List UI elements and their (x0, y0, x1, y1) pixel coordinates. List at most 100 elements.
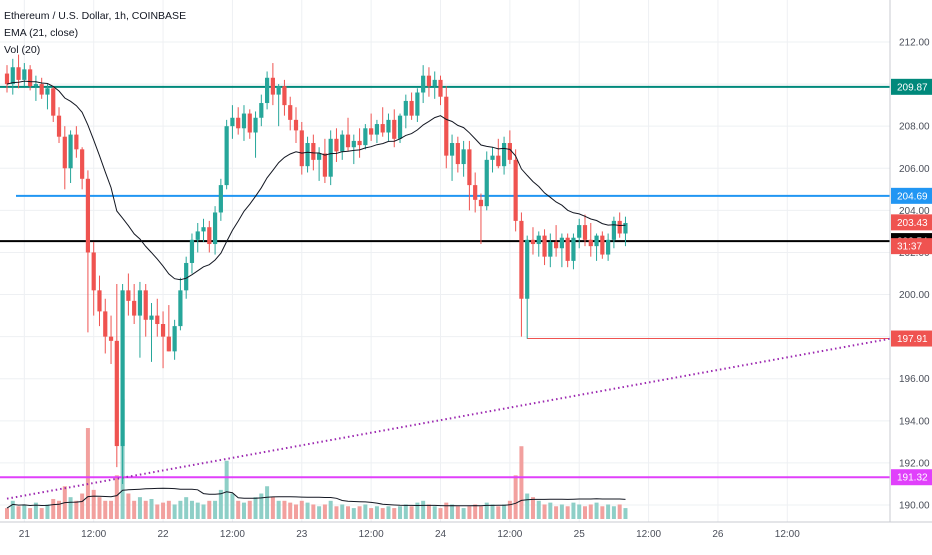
candle (467, 140, 472, 211)
candle (33, 75, 38, 101)
candle (554, 225, 559, 257)
volume-bar (513, 475, 518, 519)
candle-body (403, 100, 408, 116)
volume-bar (213, 500, 218, 519)
candle-body (207, 227, 212, 245)
candle (542, 229, 547, 266)
candle (126, 273, 131, 316)
level-price-badge-text: 191.32 (897, 473, 928, 484)
candle-body (293, 119, 299, 131)
candle-body (282, 86, 287, 106)
candle (507, 130, 512, 165)
candle-body (490, 155, 495, 160)
volume-bar (363, 504, 368, 519)
last-price-badge (891, 214, 932, 231)
volume-bar (317, 506, 322, 519)
candle (478, 193, 484, 245)
volume-bar (421, 500, 426, 519)
candle-body (155, 315, 160, 325)
candle (97, 275, 102, 327)
candle (293, 107, 299, 144)
candle (501, 136, 507, 175)
candle-body (253, 117, 258, 133)
volume-bar (195, 502, 200, 519)
x-tick-label: 12:00 (775, 529, 800, 540)
volume-bar (374, 506, 379, 519)
ema-indicator-label[interactable]: EMA (21, close) (4, 27, 79, 39)
candle (606, 233, 611, 261)
candle (108, 315, 114, 364)
volume-indicator-label[interactable]: Vol (20) (4, 44, 41, 56)
candle-body (143, 290, 148, 320)
candle (45, 84, 50, 110)
volume-bar (392, 508, 397, 519)
volume-bar (178, 500, 183, 519)
candle (565, 233, 570, 268)
candle-body (288, 105, 293, 120)
candle-body (542, 235, 547, 257)
volume-bar (438, 508, 443, 519)
candle-body (132, 300, 137, 316)
x-tick-label: 26 (712, 529, 724, 540)
candle-body (386, 119, 391, 133)
candle (80, 147, 85, 190)
candle-body (322, 153, 327, 177)
volume-bar (270, 497, 275, 519)
volume-bar (166, 500, 171, 519)
candle (10, 58, 15, 95)
candle (74, 126, 79, 158)
candle-body (582, 225, 588, 240)
candle (525, 235, 530, 339)
volume-bar (583, 506, 587, 519)
candle (484, 151, 489, 211)
candle-body (39, 84, 44, 95)
candle (207, 220, 212, 253)
level-price-badge-text: 197.91 (897, 334, 928, 345)
volume-bar (172, 504, 177, 519)
volume-bar (253, 497, 258, 519)
y-tick-label: 200.00 (899, 290, 930, 301)
trend-line[interactable] (6, 337, 891, 500)
volume-bar (455, 506, 460, 519)
x-tick-label: 12:00 (497, 529, 522, 540)
candle-body (374, 124, 380, 135)
candle (426, 67, 432, 97)
candle (85, 170, 91, 333)
candle-body (305, 143, 310, 167)
y-tick-label: 212.00 (899, 38, 930, 49)
volume-bar (398, 506, 403, 519)
candle (299, 121, 304, 175)
candle (247, 109, 252, 139)
candle-body (68, 134, 73, 169)
level-price-badge (891, 330, 932, 347)
candle-body (519, 220, 524, 299)
volume-bar (328, 500, 333, 519)
candle-body (201, 227, 206, 232)
volume-bar (241, 502, 246, 519)
candle (421, 65, 426, 104)
x-tick-label: 12:00 (359, 529, 384, 540)
candle-body (559, 237, 564, 249)
candle-body (328, 138, 333, 177)
candle (363, 124, 368, 150)
candle-body (606, 239, 611, 255)
y-tick-label: 192.00 (899, 458, 930, 469)
candle-body (126, 290, 131, 301)
candle (444, 86, 449, 169)
candle-body (554, 241, 559, 249)
candle-body (62, 136, 67, 169)
candle-body (363, 128, 368, 146)
volume-bar (155, 504, 160, 519)
candle (594, 233, 599, 261)
volume-bar (600, 506, 605, 519)
volume-bar (236, 500, 241, 519)
x-tick-label: 24 (435, 529, 447, 540)
candle-body (114, 340, 119, 447)
candle-body (97, 290, 102, 312)
candle (536, 231, 541, 257)
volume-bar (357, 506, 362, 519)
volume-bar (161, 502, 166, 519)
x-tick-label: 23 (296, 529, 308, 540)
